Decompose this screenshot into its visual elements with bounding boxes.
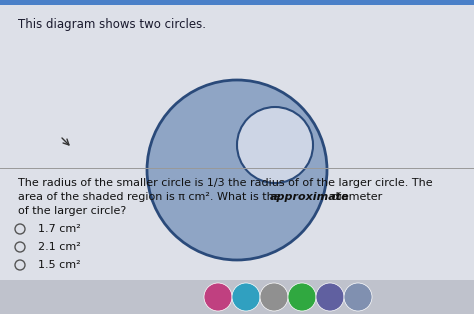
- Circle shape: [204, 283, 232, 311]
- Bar: [0, 280, 474, 314]
- Circle shape: [232, 283, 260, 311]
- Text: The radius of the smaller circle is 1/3 the radius of of the larger circle. The: The radius of the smaller circle is 1/3 …: [18, 178, 433, 188]
- Text: 2.1 cm²: 2.1 cm²: [38, 242, 81, 252]
- Circle shape: [344, 283, 372, 311]
- Bar: [0, 0, 474, 5]
- Circle shape: [237, 107, 313, 183]
- Circle shape: [147, 80, 327, 260]
- Text: 1.7 cm²: 1.7 cm²: [38, 224, 81, 234]
- Circle shape: [288, 283, 316, 311]
- Text: This diagram shows two circles.: This diagram shows two circles.: [18, 18, 206, 31]
- Text: area of the shaded region is π cm². What is the: area of the shaded region is π cm². What…: [18, 192, 284, 202]
- Circle shape: [316, 283, 344, 311]
- Text: diameter: diameter: [328, 192, 382, 202]
- Text: of the larger circle?: of the larger circle?: [18, 206, 126, 216]
- Circle shape: [260, 283, 288, 311]
- Text: 1.5 cm²: 1.5 cm²: [38, 260, 81, 270]
- Text: approximate: approximate: [270, 192, 350, 202]
